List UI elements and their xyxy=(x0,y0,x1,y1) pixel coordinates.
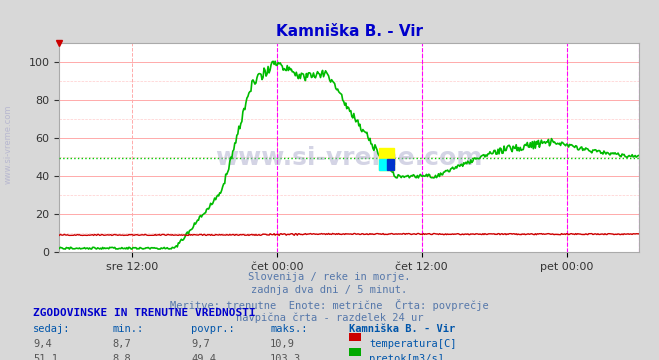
Text: 51,1: 51,1 xyxy=(33,354,58,360)
Text: Meritve: trenutne  Enote: metrične  Črta: povprečje: Meritve: trenutne Enote: metrične Črta: … xyxy=(170,299,489,311)
Text: 103,3: 103,3 xyxy=(270,354,301,360)
Text: Slovenija / reke in morje.: Slovenija / reke in morje. xyxy=(248,272,411,282)
Text: 8,8: 8,8 xyxy=(112,354,130,360)
Bar xyxy=(387,159,394,170)
Bar xyxy=(380,159,387,170)
Text: 8,7: 8,7 xyxy=(112,339,130,349)
Text: www.si-vreme.com: www.si-vreme.com xyxy=(215,146,483,170)
Text: sedaj:: sedaj: xyxy=(33,324,71,334)
Text: 10,9: 10,9 xyxy=(270,339,295,349)
Text: povpr.:: povpr.: xyxy=(191,324,235,334)
Text: maks.:: maks.: xyxy=(270,324,308,334)
Text: 9,4: 9,4 xyxy=(33,339,51,349)
Text: Kamniška B. - Vir: Kamniška B. - Vir xyxy=(349,324,455,334)
Text: navpična črta - razdelek 24 ur: navpična črta - razdelek 24 ur xyxy=(236,313,423,323)
Text: min.:: min.: xyxy=(112,324,143,334)
Text: www.si-vreme.com: www.si-vreme.com xyxy=(3,104,13,184)
Text: 9,7: 9,7 xyxy=(191,339,210,349)
Text: zadnja dva dni / 5 minut.: zadnja dva dni / 5 minut. xyxy=(251,285,408,296)
Text: 49,4: 49,4 xyxy=(191,354,216,360)
Text: pretok[m3/s]: pretok[m3/s] xyxy=(369,354,444,360)
Text: temperatura[C]: temperatura[C] xyxy=(369,339,457,349)
Title: Kamniška B. - Vir: Kamniška B. - Vir xyxy=(275,24,423,39)
Bar xyxy=(380,148,394,170)
Text: ZGODOVINSKE IN TRENUTNE VREDNOSTI: ZGODOVINSKE IN TRENUTNE VREDNOSTI xyxy=(33,308,256,318)
